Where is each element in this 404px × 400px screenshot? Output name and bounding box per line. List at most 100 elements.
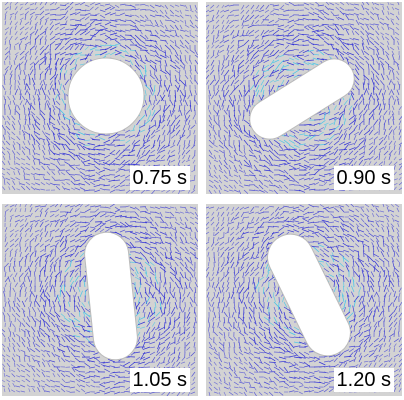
velocity-vector [14, 243, 19, 248]
velocity-vector [150, 144, 156, 150]
velocity-vector [233, 109, 236, 117]
velocity-vector [155, 129, 161, 133]
velocity-vector [373, 119, 379, 126]
velocity-vector [44, 332, 51, 338]
velocity-vector [129, 256, 136, 262]
velocity-vector [65, 308, 71, 313]
velocity-vector [57, 170, 61, 176]
velocity-vector [124, 205, 130, 208]
velocity-vector [253, 49, 260, 56]
velocity-vector [244, 89, 250, 97]
velocity-vector [297, 39, 305, 41]
velocity-vector [375, 227, 380, 233]
velocity-vector [64, 336, 71, 343]
velocity-vector [169, 276, 174, 283]
velocity-vector [110, 139, 116, 145]
velocity-vector [154, 44, 161, 51]
velocity-vector [343, 249, 350, 253]
velocity-vector [52, 109, 56, 116]
velocity-vector [225, 24, 230, 30]
velocity-vector [224, 246, 230, 252]
velocity-vector [33, 99, 36, 106]
velocity-vector [192, 376, 196, 381]
velocity-vector [169, 79, 173, 87]
velocity-vector [44, 231, 49, 238]
velocity-vector [85, 169, 91, 172]
velocity-vector [255, 271, 260, 276]
velocity-vector [49, 312, 56, 318]
velocity-vector [36, 373, 41, 378]
velocity-vector [288, 2, 295, 6]
velocity-vector [246, 261, 250, 267]
velocity-vector [134, 271, 139, 277]
velocity-vector [5, 125, 11, 131]
velocity-vector [221, 84, 225, 92]
velocity-vector [319, 262, 325, 268]
velocity-vector [293, 220, 300, 223]
velocity-vector [104, 219, 112, 223]
velocity-vectors [206, 2, 402, 194]
velocity-vector [159, 94, 164, 102]
velocity-vector [5, 177, 11, 181]
velocity-vector [283, 154, 289, 159]
velocity-vector [14, 362, 16, 368]
velocity-vector [54, 251, 57, 258]
velocity-vector [373, 150, 375, 156]
velocity-vector [208, 189, 212, 194]
velocity-vector [334, 41, 340, 46]
velocity-vector [9, 35, 13, 41]
velocity-vector [238, 109, 242, 116]
velocity-vector [174, 246, 180, 253]
velocity-vector [232, 99, 235, 107]
velocity-vector [144, 231, 151, 236]
velocity-vector [360, 25, 365, 31]
velocity-vector [179, 9, 182, 14]
velocity-vector [328, 240, 335, 243]
velocity-vector [24, 204, 27, 208]
velocity-vector [21, 150, 26, 156]
velocity-vector [12, 180, 16, 186]
velocity-vector [272, 69, 280, 74]
velocity-vector [159, 211, 163, 217]
velocity-vector [49, 204, 55, 208]
velocity-vector [169, 256, 175, 262]
velocity-vector [233, 114, 238, 122]
velocity-vector [178, 104, 181, 112]
velocity-vector [3, 266, 6, 273]
velocity-vector [30, 386, 36, 388]
velocity-vector [154, 301, 157, 308]
velocity-vector [391, 110, 395, 116]
velocity-vector [248, 129, 251, 138]
velocity-vector [191, 169, 196, 173]
velocity-vector [211, 64, 215, 71]
velocity-vector [225, 84, 230, 91]
velocity-vector [189, 79, 193, 85]
velocity-vector [97, 144, 106, 147]
velocity-vector [35, 347, 41, 353]
velocity-vector [289, 211, 295, 214]
velocity-vector [12, 141, 16, 146]
velocity-vector [75, 378, 81, 383]
velocity-vector [365, 30, 370, 36]
velocity-vector [354, 85, 360, 91]
velocity-vector [48, 359, 56, 363]
velocity-vector [179, 246, 185, 251]
velocity-vector [144, 241, 151, 246]
velocity-vector [192, 114, 196, 120]
velocity-vector [114, 34, 121, 38]
velocity-vector [74, 292, 78, 298]
velocity-vector [186, 311, 191, 319]
velocity-vector [218, 104, 222, 111]
velocity-vector [174, 296, 178, 302]
velocity-vector [52, 98, 56, 106]
velocity-vector [148, 336, 156, 341]
velocity-vector [139, 291, 143, 299]
circular-particle [67, 57, 145, 135]
velocity-vector [54, 242, 59, 248]
velocity-vector [49, 80, 53, 86]
velocity-vector [11, 373, 16, 378]
velocity-vector [354, 80, 360, 86]
velocity-vector [233, 84, 240, 91]
velocity-vector [276, 34, 285, 37]
velocity-vector [398, 158, 402, 161]
